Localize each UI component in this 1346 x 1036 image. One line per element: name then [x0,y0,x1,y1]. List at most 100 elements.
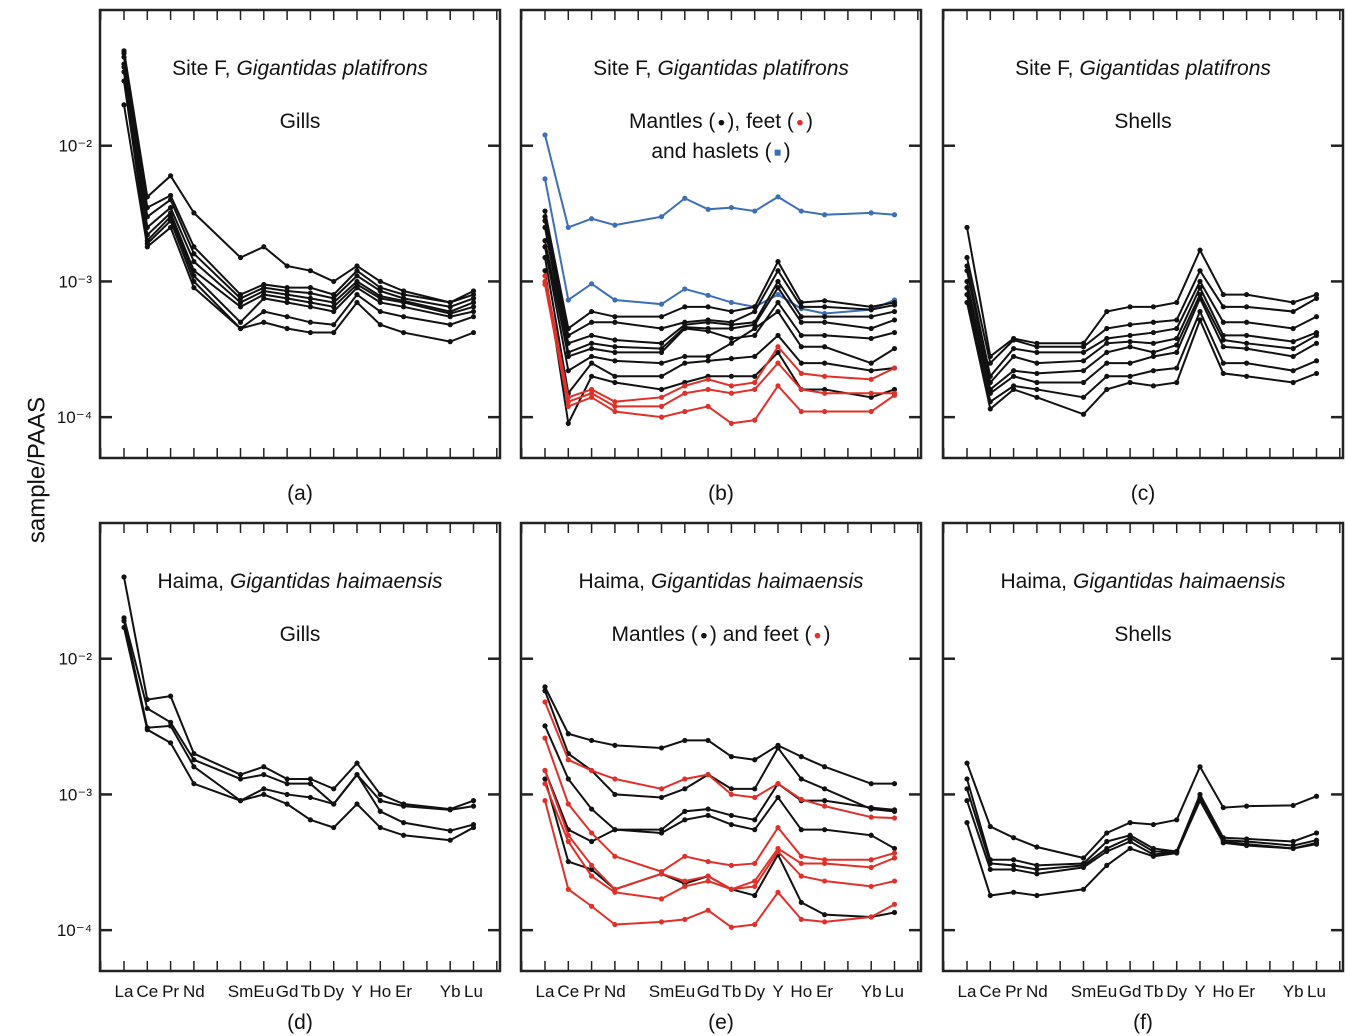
y-tick-label: 10⁻² [58,650,92,669]
data-point [775,349,781,355]
data-point [891,317,898,323]
data-point [891,807,898,813]
x-tick-label: Nd [604,982,626,1001]
data-point [1313,291,1320,298]
species: Gigantidas platifrons [657,57,849,80]
y-tick-label: 10⁻³ [58,272,92,291]
data-point [964,820,970,826]
data-point [891,392,898,398]
data-point [658,349,665,355]
data-point [1220,804,1226,811]
data-point [589,806,595,812]
data-point [261,291,267,298]
data-point [1104,360,1110,366]
data-point [354,291,360,298]
data-point [470,288,477,294]
data-point [891,365,898,371]
data-point [868,394,874,400]
data-point [612,297,618,303]
data-point [191,244,197,250]
data-point [822,360,828,366]
data-point [1080,886,1087,892]
data-point [1244,304,1250,310]
data-point [1080,411,1087,417]
data-point [822,764,828,770]
data-point [658,896,665,902]
data-point [401,803,407,809]
data-point [822,319,828,325]
data-point [589,360,595,366]
data-point [1080,368,1087,374]
data-point [1197,295,1203,301]
data-point [658,871,665,877]
plot-frame [519,521,923,973]
data-point [822,390,828,396]
data-point [682,737,688,744]
data-point [168,214,174,220]
data-point [728,204,735,211]
data-point [565,838,571,845]
data-point [191,258,197,265]
y-tick-label: 10⁻⁴ [57,921,92,940]
data-point [775,258,781,265]
data-point [1220,319,1226,325]
data-point [682,360,688,366]
data-point [705,304,711,310]
data-point [284,791,290,798]
data-point [752,332,758,339]
data-point [1080,379,1087,386]
data-point [237,299,244,306]
data-point [542,214,548,220]
data-point [798,386,804,393]
data-point [331,801,337,807]
data-point [542,254,548,261]
data-point [728,383,735,389]
x-tick-label: Tb [300,982,320,1001]
data-point [868,307,874,313]
data-point [798,776,804,782]
data-point [752,817,758,823]
data-point [798,408,804,415]
data-point [168,740,174,746]
x-tick-label: La [958,982,977,1001]
data-point [1174,817,1180,823]
data-point [775,291,781,298]
data-point [1174,317,1180,323]
data-point [682,878,688,884]
data-point [1034,866,1040,873]
data-point [354,268,360,274]
data-point [752,373,758,379]
data-point [261,319,267,325]
data-point [658,386,665,393]
x-tick-label: Dy [744,982,765,1001]
data-point [868,864,874,870]
x-tick-label: Tb [1143,982,1163,1001]
data-point [470,304,477,310]
x-tick-label: Dy [323,982,344,1001]
data-point [752,379,758,386]
data-point [1174,379,1180,386]
data-point [565,368,571,374]
data-point [752,308,758,315]
series-line [966,294,1317,404]
data-point [191,757,197,763]
data-point [891,878,898,884]
series-line [966,287,1317,395]
data-point [1011,345,1017,352]
data-point [1011,857,1017,863]
data-point [964,263,970,269]
panel: Site F, Gigantidas platifrons Shells (c) [941,8,1345,505]
data-point [705,737,711,744]
data-point [682,195,688,201]
data-point [798,208,804,214]
data-point [612,921,618,928]
data-point [964,285,970,291]
data-point [542,281,548,288]
data-point [331,329,337,336]
data-point [1244,360,1250,366]
x-tick-label: Yb [440,982,461,1001]
data-point [1127,835,1133,841]
data-point [822,386,828,393]
data-point [752,417,758,423]
data-point [168,204,174,211]
